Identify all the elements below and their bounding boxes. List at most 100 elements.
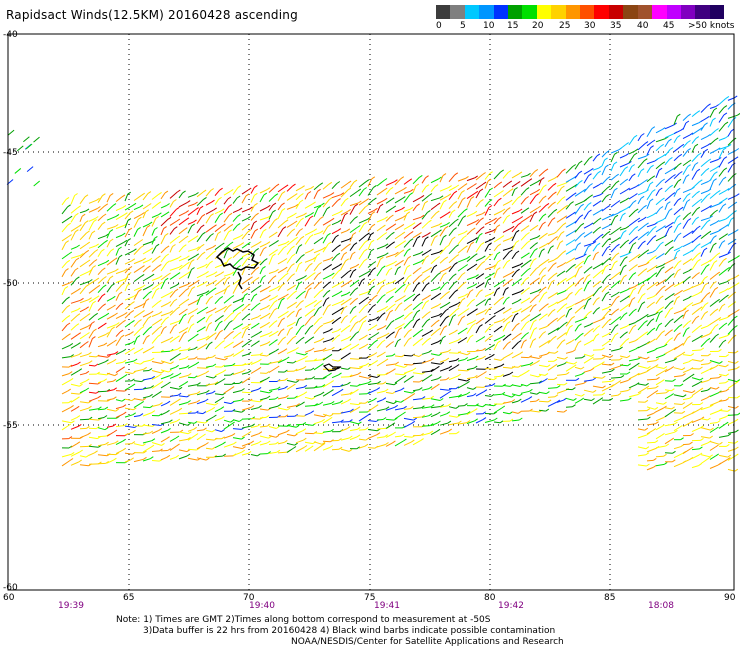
wind-barb-flag [247, 370, 252, 374]
wind-barb-flag [602, 375, 606, 379]
wind-barb [88, 452, 95, 456]
wind-barb [538, 326, 547, 330]
wind-barb-flag [481, 260, 486, 264]
wind-barb [682, 422, 691, 428]
wind-barb [709, 203, 720, 208]
wind-barb-flag [463, 337, 468, 340]
wind-barb [178, 412, 189, 415]
wind-barb [358, 250, 365, 260]
wind-barb [295, 277, 304, 282]
wind-barb-flag [97, 395, 102, 399]
wind-barb-flag [517, 298, 522, 302]
wind-barb [394, 413, 403, 420]
wind-barb-flag [688, 258, 693, 262]
wind-barb-flag [67, 222, 71, 226]
wind-barb [223, 273, 232, 277]
wind-barb-flag [596, 153, 601, 157]
wind-barb [403, 441, 412, 446]
wind-barb [178, 329, 186, 334]
wind-barb-flag [425, 175, 429, 179]
wind-barb-flag [222, 369, 227, 373]
wind-barb-flag [617, 392, 622, 396]
wind-barb-flag [320, 337, 325, 341]
wind-barb [709, 464, 719, 469]
wind-barb [448, 352, 458, 354]
wind-barb-flag [169, 290, 173, 294]
wind-barb [691, 236, 699, 243]
wind-barb-flag [455, 405, 460, 409]
wind-barb [556, 383, 565, 386]
wind-barb [61, 356, 71, 359]
wind-barb-flag [678, 162, 682, 166]
wind-barb [196, 308, 206, 315]
wind-barb [223, 434, 233, 439]
wind-barb-flag [651, 175, 656, 179]
wind-barb-flag [418, 222, 422, 226]
wind-barb-flag [196, 246, 200, 250]
wind-barb-flag [131, 301, 135, 305]
wind-barb [610, 212, 619, 217]
wind-barb [619, 380, 629, 384]
wind-barb [277, 407, 288, 411]
wind-barb [61, 344, 71, 350]
wind-barb [628, 210, 636, 218]
wind-barb-flag [633, 152, 638, 156]
wind-barb [646, 274, 655, 282]
wind-barb-flag [74, 267, 79, 271]
wind-barb [664, 248, 671, 256]
wind-barb [160, 312, 170, 317]
wind-barb [493, 253, 498, 261]
wind-barb-flag [328, 353, 333, 357]
wind-barb-flag [159, 380, 164, 384]
wind-barb-flag [689, 249, 693, 253]
wind-barb-flag [124, 423, 128, 426]
wind-barb-flag [427, 209, 431, 213]
wind-barb [151, 266, 159, 272]
wind-barb [547, 203, 553, 209]
wind-barb [430, 314, 439, 319]
wind-barb [286, 195, 295, 201]
wind-barb-flag [339, 388, 344, 392]
legend-swatch [450, 5, 465, 19]
wind-barb [709, 130, 716, 136]
wind-barb-flag [87, 432, 91, 436]
wind-barb [313, 393, 322, 398]
wind-barb [367, 318, 377, 322]
wind-barb [583, 369, 592, 373]
wind-barb-flag [311, 308, 316, 312]
wind-barb-flag [661, 252, 665, 256]
wind-barb [151, 257, 158, 263]
wind-barb-flag [149, 247, 154, 251]
wind-barb-flag [662, 225, 666, 229]
wind-barb [709, 326, 716, 334]
wind-barb [547, 247, 552, 254]
wind-barb-flag [661, 178, 665, 182]
wind-barb [340, 182, 349, 189]
wind-barb [142, 387, 151, 390]
wind-barb-flag [65, 196, 70, 200]
wind-barb [61, 373, 70, 377]
wind-barb [709, 149, 718, 154]
wind-barb [169, 308, 178, 316]
wind-barb [250, 279, 257, 284]
lat-label: -45 [3, 148, 18, 158]
wind-barb [61, 390, 68, 395]
wind-barb [718, 324, 725, 330]
wind-barb-flag [330, 319, 335, 323]
wind-barb-flag [195, 192, 199, 195]
wind-barb [250, 250, 257, 257]
wind-barb-flag [381, 312, 386, 316]
wind-barb-flag [526, 320, 530, 324]
wind-barb [628, 202, 634, 209]
wind-barb [682, 369, 691, 374]
wind-barb [178, 273, 188, 280]
wind-barb [232, 197, 238, 204]
wind-barb [448, 331, 455, 336]
wind-barb-flag [294, 395, 298, 399]
wind-barb-flag [607, 237, 611, 241]
wind-barb [187, 363, 197, 369]
wind-barb [376, 226, 383, 232]
wind-barb [502, 272, 512, 278]
wind-barb [637, 356, 647, 360]
wind-barb-flag [725, 187, 730, 191]
